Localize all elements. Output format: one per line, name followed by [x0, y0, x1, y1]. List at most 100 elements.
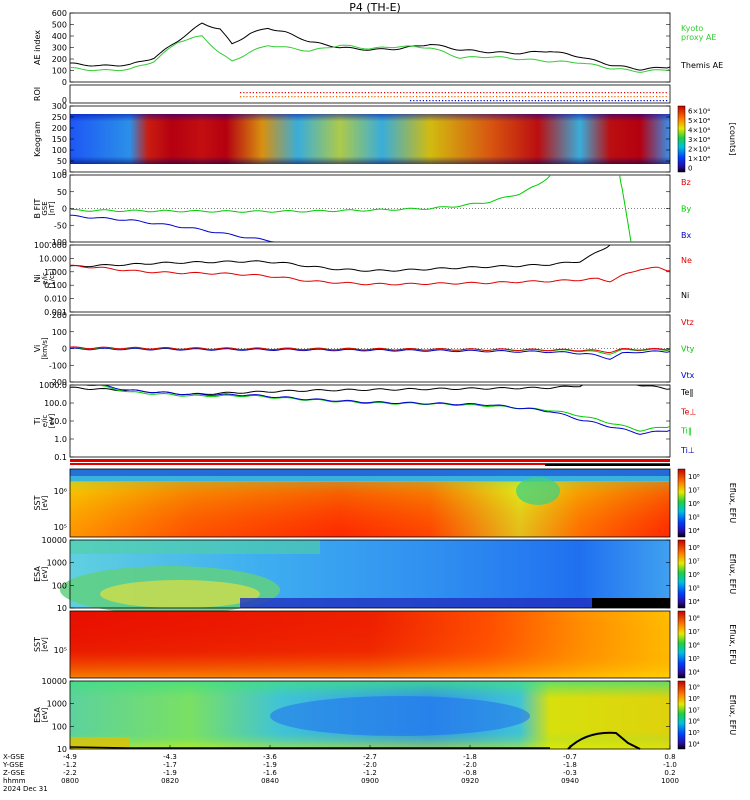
- time-axis-y-gse: -1.2: [63, 761, 77, 769]
- roi-dot: [480, 92, 482, 94]
- roi-dot: [556, 96, 558, 98]
- roi-dot: [608, 96, 610, 98]
- time-axis-z-gse: -2.2: [63, 769, 77, 777]
- esa-elec-panel-ytick-label: 1000: [47, 700, 67, 709]
- roi-dot: [419, 100, 421, 102]
- roi-dot: [646, 92, 648, 94]
- roi-dot: [525, 100, 527, 102]
- roi-dot: [553, 92, 555, 94]
- roi-dot: [441, 96, 443, 98]
- esa-elec-panel-ylabel: ESA: [33, 707, 42, 723]
- roi-dot: [531, 92, 533, 94]
- esa-ion-panel-ytick-label: 100: [52, 581, 67, 590]
- roi-dot: [595, 100, 597, 102]
- temperature-panel-ylabel: e/ic: [41, 415, 49, 428]
- roi-dot: [554, 100, 556, 102]
- roi-dot: [435, 92, 437, 94]
- ae-panel-ytick-label: 200: [52, 55, 67, 64]
- roi-dot: [377, 96, 379, 98]
- roi-dot: [368, 96, 370, 98]
- esa-elec-panel-ylabel: [eV]: [41, 707, 49, 722]
- roi-ytick-label: 0: [62, 96, 67, 105]
- roi-dot: [595, 96, 597, 98]
- time-axis-x-gse: -1.8: [463, 753, 477, 761]
- density-legend-item: Ne: [681, 256, 692, 265]
- roi-dot: [662, 92, 664, 94]
- time-axis-z-gse: -1.6: [263, 769, 277, 777]
- roi-dot: [412, 92, 414, 94]
- esa-ion-panel-colorbar-label: 10⁷: [688, 557, 700, 565]
- ae-panel-ytick-label: 300: [52, 44, 67, 53]
- density-legend-item: Ni: [681, 291, 689, 300]
- keogram-panel-ytick-label: 200: [52, 124, 67, 133]
- bfield-panel-legend-item: Bx: [681, 231, 691, 240]
- roi-dot: [336, 96, 338, 98]
- roi-dot: [476, 92, 478, 94]
- roi-dot: [470, 100, 472, 102]
- roi-dot: [624, 100, 626, 102]
- roi-dot: [470, 92, 472, 94]
- esa-ion-lobe-2: [100, 580, 260, 608]
- roi-dot: [448, 92, 450, 94]
- roi-dot: [531, 96, 533, 98]
- roi-dot: [534, 92, 536, 94]
- roi-dot: [429, 100, 431, 102]
- sst-elec-panel-colorbar-label: 10⁷: [688, 628, 700, 636]
- esa-elec-panel-colorbar-label: 10⁴: [688, 740, 700, 748]
- roi-dot: [352, 92, 354, 94]
- keogram-panel-ytick-label: 300: [52, 102, 67, 111]
- esa-ion-panel-colorbar-label: 10⁸: [688, 544, 700, 552]
- roi-dot: [432, 100, 434, 102]
- sst-ion-top-band-2: [70, 476, 670, 482]
- roi-dot: [502, 92, 504, 94]
- density-panel-series-ni: [70, 245, 611, 272]
- roi-dot: [422, 92, 424, 94]
- roi-dot: [323, 96, 325, 98]
- roi-dot: [291, 96, 293, 98]
- roi-dot: [259, 96, 261, 98]
- roi-dot: [582, 100, 584, 102]
- roi-dot: [624, 96, 626, 98]
- roi-dot: [361, 92, 363, 94]
- time-axis-hhmm: 0840: [261, 777, 279, 785]
- roi-dot: [656, 96, 658, 98]
- roi-dot: [246, 96, 248, 98]
- keogram-panel-colorbar-label: 6×10⁴: [688, 108, 710, 116]
- roi-dot: [300, 96, 302, 98]
- roi-dot: [442, 100, 444, 102]
- velocity-panel-legend-item: Vtx: [681, 371, 695, 380]
- roi-dot: [329, 96, 331, 98]
- roi-dot: [358, 92, 360, 94]
- roi-dot: [252, 92, 254, 94]
- density-panel-ytick-label: 10.000: [39, 254, 67, 263]
- roi-dot: [659, 100, 661, 102]
- time-axis-row-label: hhmm: [3, 777, 26, 785]
- roi-dot: [569, 96, 571, 98]
- density-panel-ytick-label: 1.000: [44, 268, 67, 277]
- ae-panel-ytick-label: 400: [52, 32, 67, 41]
- roi-dot: [576, 96, 578, 98]
- bfield-panel-legend-item: Bz: [681, 178, 691, 187]
- esa-elec-panel-colorbar: [677, 680, 686, 750]
- roi-dot: [477, 100, 479, 102]
- roi-dot: [499, 96, 501, 98]
- time-axis-y-gse: -1.9: [263, 761, 277, 769]
- bfield-panel-ylabel: B FIT: [33, 198, 42, 218]
- roi-dot: [508, 92, 510, 94]
- roi-dot: [358, 96, 360, 98]
- roi-dot: [541, 100, 543, 102]
- roi-dot: [528, 100, 530, 102]
- roi-dot: [297, 92, 299, 94]
- esa-ion-panel-colorbar-label: 10⁶: [688, 571, 700, 579]
- roi-dot: [524, 92, 526, 94]
- temperature-panel-ytick-label: 1000.0: [39, 381, 67, 390]
- roi-dot: [284, 96, 286, 98]
- bfield-panel-ytick-label: -100: [49, 238, 67, 247]
- velocity-panel-legend-item: Vtz: [681, 318, 694, 327]
- sst-elec-panel-ylabel: [eV]: [41, 637, 49, 652]
- roi-dot: [493, 100, 495, 102]
- sst-ion-panel-colorbar-label: 10⁵: [688, 514, 700, 522]
- roi-dot: [393, 92, 395, 94]
- roi-dot: [563, 100, 565, 102]
- roi-dot: [611, 96, 613, 98]
